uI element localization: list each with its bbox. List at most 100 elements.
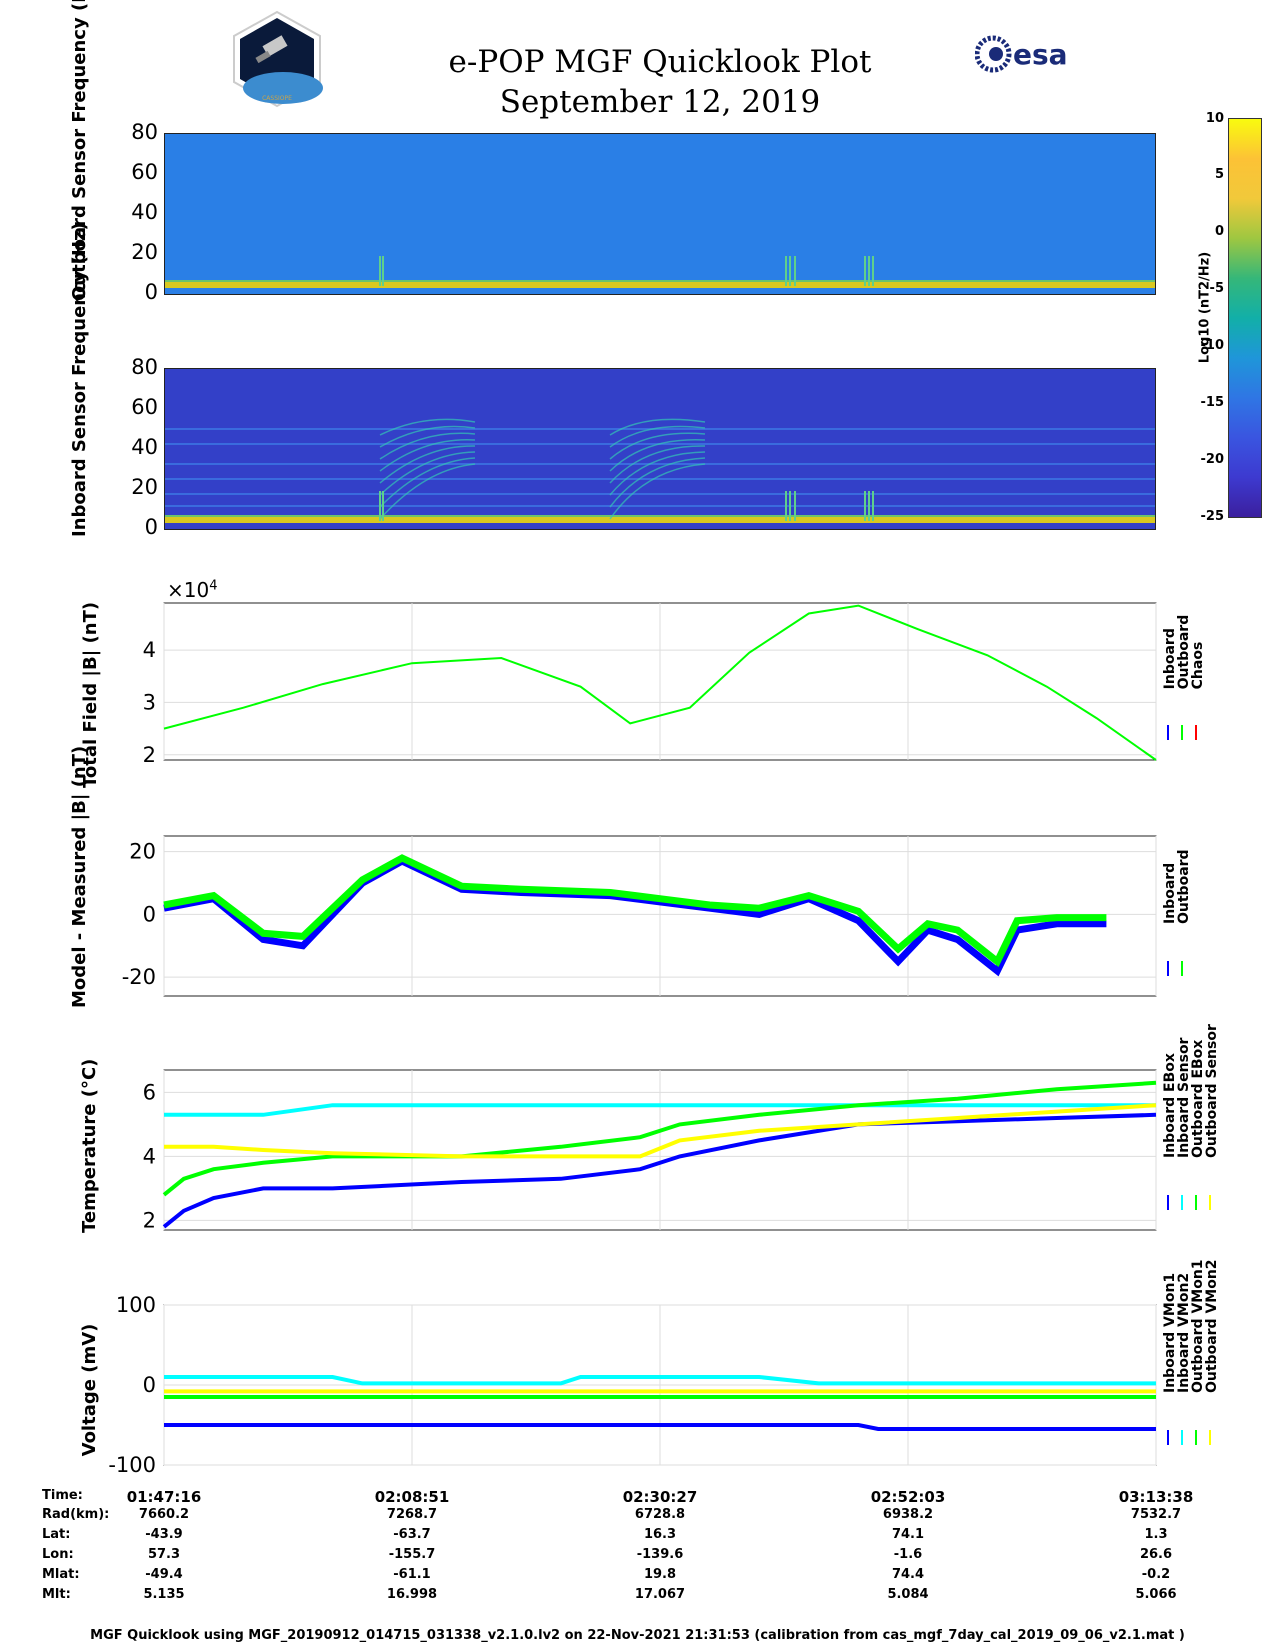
orbit-cell: 5.135 <box>143 1587 185 1602</box>
series-line <box>164 1375 1156 1386</box>
legend-entry: Inboard VMon1 <box>1162 1273 1178 1393</box>
spectrogram-background <box>165 369 1155 529</box>
outboard-ytick: 60 <box>131 160 158 184</box>
series-line <box>164 1103 1156 1117</box>
series-line <box>163 604 1157 761</box>
whistler-trace <box>609 463 706 520</box>
series-line <box>164 1423 1156 1431</box>
low-frequency-band <box>165 517 1155 523</box>
orbit-cell: 26.6 <box>1139 1547 1173 1562</box>
orbit-row-label: Mlat: <box>42 1567 80 1582</box>
legend-entry: Outboard Sensor <box>1204 1024 1220 1158</box>
orbit-cell: 7660.2 <box>138 1507 190 1522</box>
orbit-cell: 17.067 <box>634 1587 686 1602</box>
y-tick-label: 4 <box>143 1144 156 1168</box>
whistler-trace <box>609 457 706 508</box>
y-tick-label: 20 <box>129 840 156 864</box>
outboard-spectrogram <box>164 133 1156 295</box>
orbit-cell: 02:52:03 <box>870 1488 946 1506</box>
cassiope-logo: CASSIOPE <box>228 10 326 108</box>
cassiope-logo-text: CASSIOPE <box>262 95 292 102</box>
y-tick-label: -20 <box>122 965 156 989</box>
orbit-cell: 03:13:38 <box>1118 1488 1194 1506</box>
orbit-cell: -139.6 <box>636 1547 684 1562</box>
orbit-cell: -63.7 <box>393 1527 431 1542</box>
outboard-ytick: 0 <box>144 280 158 304</box>
series-line <box>162 1112 1157 1229</box>
orbit-cell: 6938.2 <box>882 1507 934 1522</box>
whistler-trace <box>379 425 476 448</box>
colorbar <box>1228 118 1262 518</box>
total-field-scale: ×104 <box>167 578 218 602</box>
whistler-trace <box>379 445 476 484</box>
inboard-ytick: 20 <box>131 475 158 499</box>
temperature-ylabel: Temperature (°C) <box>79 1058 100 1233</box>
series-line <box>162 1080 1157 1197</box>
plot-title: e-POP MGF Quicklook Plot <box>448 44 872 80</box>
outboard-ytick: 20 <box>131 240 158 264</box>
esa-logo: esa <box>974 34 1095 74</box>
y-tick-label: 4 <box>143 638 156 662</box>
colorbar-tick: -20 <box>1200 452 1225 467</box>
whistler-trace <box>379 463 476 520</box>
legend-entry: Inboard <box>1162 628 1178 689</box>
orbit-cell: 16.998 <box>386 1587 438 1602</box>
inboard-ytick: 0 <box>144 515 158 539</box>
voltage-ylabel: Voltage (mV) <box>79 1323 100 1457</box>
orbit-cell: 5.084 <box>887 1587 929 1602</box>
low-frequency-edge <box>165 280 1155 282</box>
whistler-trace <box>379 451 476 496</box>
whistler-trace <box>379 439 476 472</box>
y-tick-label: 3 <box>143 690 156 714</box>
y-tick-label: 2 <box>143 1208 156 1232</box>
orbit-row-label: Lon: <box>42 1547 74 1562</box>
legend-entry: Chaos <box>1190 642 1206 690</box>
legend-entry: Outboard EBox <box>1190 1040 1206 1158</box>
colorbar-tick: -5 <box>1209 281 1224 296</box>
orbit-cell: 01:47:16 <box>126 1488 202 1506</box>
series-line <box>163 854 1107 967</box>
whistler-trace <box>609 432 706 460</box>
outboard-ytick: 80 <box>131 120 158 144</box>
whistler-trace <box>609 439 706 472</box>
residual-ylabel: Model - Measured |B| (nT) <box>69 745 90 1008</box>
orbit-cell: 02:30:27 <box>622 1488 698 1506</box>
orbit-cell: 16.3 <box>643 1527 677 1542</box>
y-tick-label: 0 <box>143 902 156 926</box>
y-tick-label: 0 <box>143 1373 156 1397</box>
orbit-row-label: Mlt: <box>42 1587 71 1602</box>
inboard-ytick: 60 <box>131 395 158 419</box>
orbit-cell: 74.4 <box>891 1567 925 1582</box>
orbit-cell: 7268.7 <box>386 1507 438 1522</box>
orbit-cell: 02:08:51 <box>374 1488 450 1506</box>
orbit-cell: -43.9 <box>145 1527 183 1542</box>
legend-entry: Inboard Sensor <box>1176 1037 1192 1158</box>
colorbar-tick: 5 <box>1214 167 1224 182</box>
whistler-trace <box>379 418 476 436</box>
orbit-row-label: Time: <box>42 1488 83 1503</box>
whistler-trace <box>609 445 706 484</box>
whistler-trace <box>609 418 706 436</box>
scale-base: ×10 <box>167 578 210 602</box>
inboard-spectrogram <box>164 368 1156 530</box>
legend-entry: Outboard <box>1176 615 1192 690</box>
legend-entry: Outboard VMon1 <box>1190 1259 1206 1393</box>
colorbar-tick: 10 <box>1205 111 1224 126</box>
legend-entry: Inboard EBox <box>1162 1053 1178 1158</box>
orbit-cell: -155.7 <box>388 1547 436 1562</box>
low-frequency-band <box>165 282 1155 288</box>
whistler-trace <box>609 425 706 448</box>
orbit-cell: -0.2 <box>1141 1567 1171 1582</box>
legend-entry: Inboard <box>1162 863 1178 924</box>
scale-exponent: 4 <box>209 578 218 594</box>
legend-entry: Outboard VMon2 <box>1204 1259 1220 1393</box>
orbit-cell: 57.3 <box>147 1547 181 1562</box>
series-line <box>164 1103 1157 1159</box>
y-tick-label: 6 <box>143 1080 156 1104</box>
orbit-cell: 6728.8 <box>634 1507 686 1522</box>
colorbar-tick: -10 <box>1200 338 1225 353</box>
orbit-cell: -61.1 <box>393 1567 431 1582</box>
y-tick-label: 100 <box>116 1293 156 1317</box>
inboard-ytick: 40 <box>131 435 158 459</box>
orbit-cell: -49.4 <box>145 1567 183 1582</box>
